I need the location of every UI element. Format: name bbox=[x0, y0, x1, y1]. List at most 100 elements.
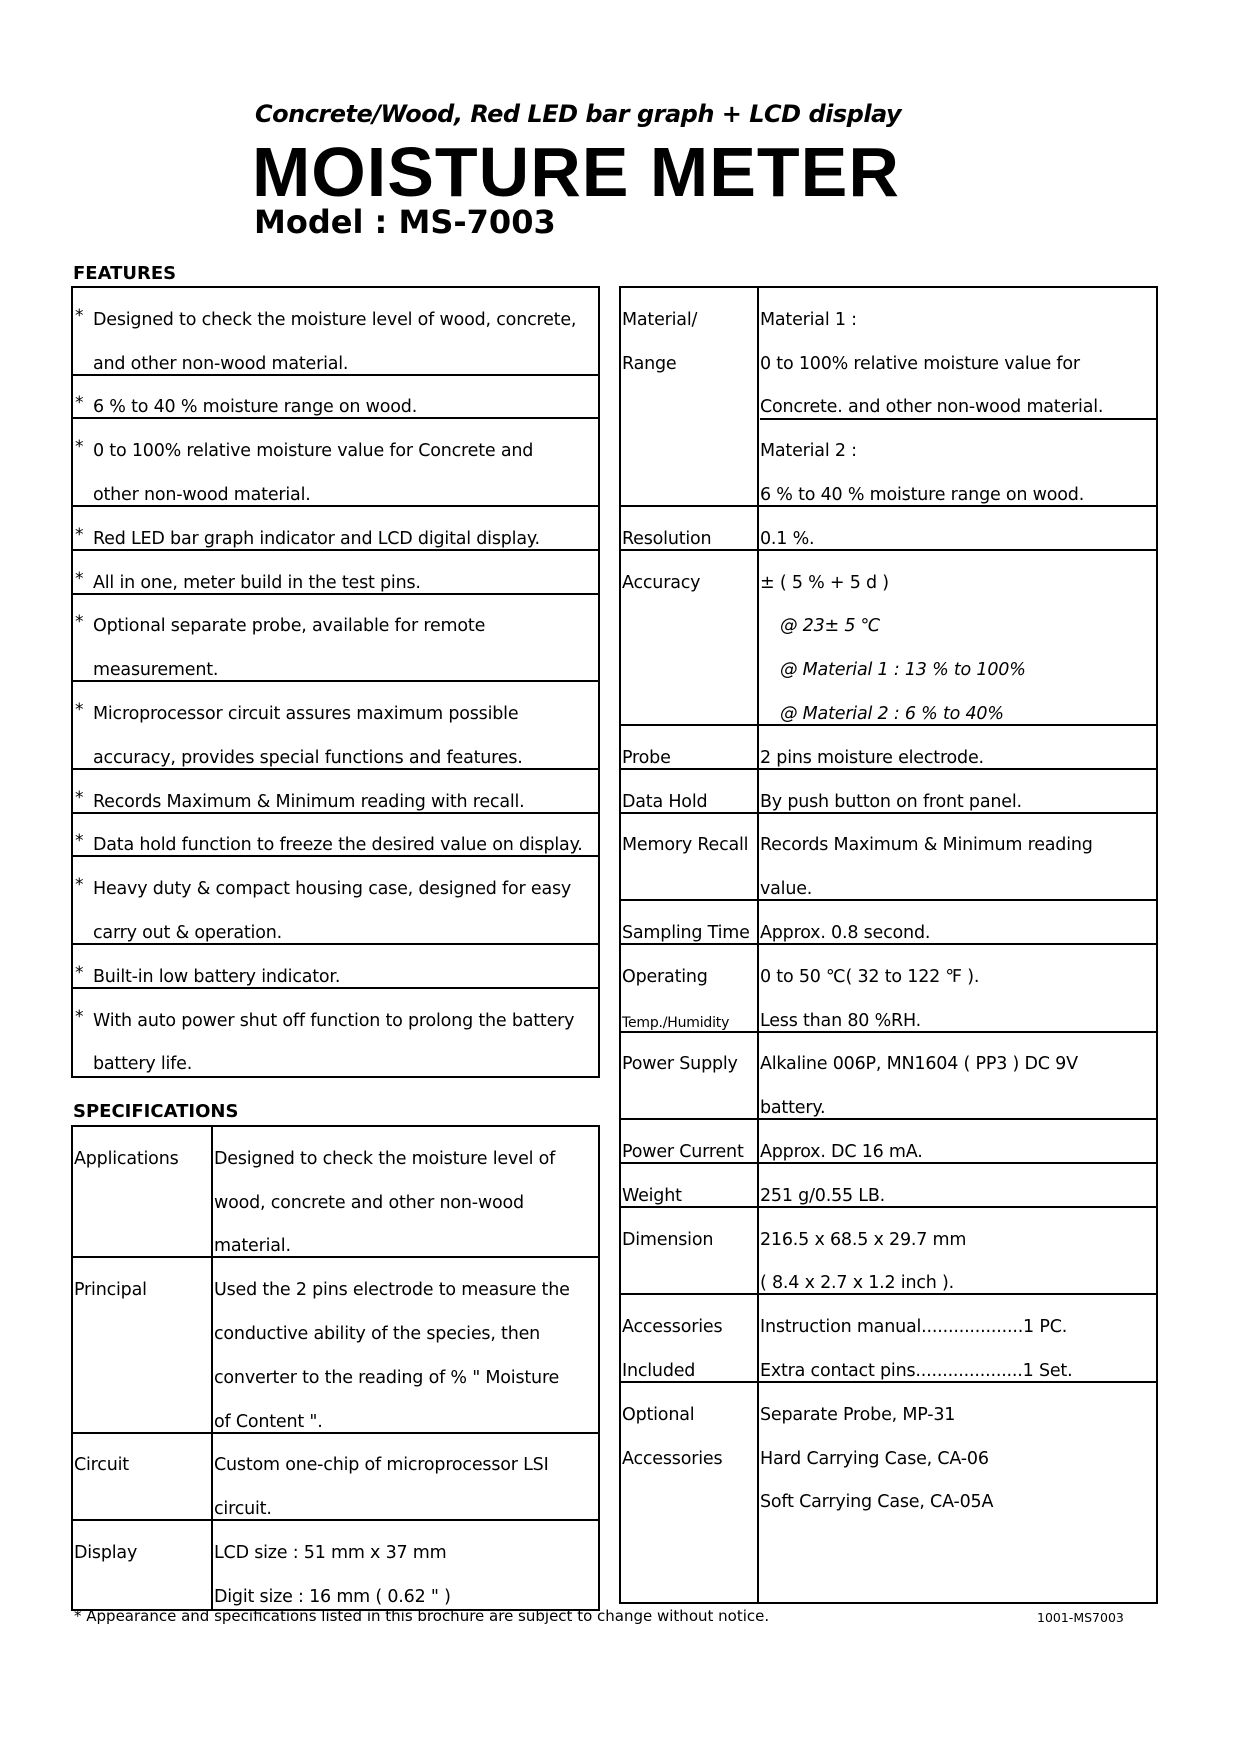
product-title: MOISTURE METER bbox=[252, 133, 900, 211]
spec-value: 216.5 x 68.5 x 29.7 mm ( 8.4 x 2.7 x 1.2 … bbox=[760, 1208, 1156, 1294]
spec-value: 251 g/0.55 LB. bbox=[760, 1164, 1156, 1206]
spec-row: Probe 2 pins moisture electrode. bbox=[621, 725, 1156, 770]
feature-item: * Optional separate probe, available for … bbox=[73, 595, 598, 683]
value-line: converter to the reading of % " Moisture bbox=[214, 1367, 560, 1388]
spec-label: Power Supply bbox=[621, 1032, 759, 1119]
bullet-star: * bbox=[75, 568, 84, 589]
value-line: value. bbox=[760, 879, 813, 900]
spec-row: Accessories Included Instruction manual...… bbox=[621, 1295, 1156, 1383]
label-line: Power Current bbox=[622, 1141, 744, 1162]
text-line: battery life. bbox=[93, 1054, 193, 1075]
feature-item: * Heavy duty & compact housing case, desi… bbox=[73, 857, 598, 945]
bullet-star: * bbox=[75, 831, 84, 852]
spec-row: Operating Temp./Humidity 0 to 50 ℃( 32 to … bbox=[621, 944, 1156, 1033]
spec-row: Memory Recall Records Maximum & Minimum r… bbox=[621, 813, 1156, 902]
label-line: Material/ bbox=[622, 309, 698, 330]
spec-row: Dimension 216.5 x 68.5 x 29.7 mm ( 8.4 x 2… bbox=[621, 1207, 1156, 1296]
spec-label: Circuit bbox=[73, 1433, 213, 1520]
label-line: Operating bbox=[622, 966, 708, 987]
spec-label: Optional Accessories bbox=[621, 1382, 759, 1602]
text-line: Red LED bar graph indicator and LCD digi… bbox=[93, 528, 540, 549]
feature-text: Built-in low battery indicator. bbox=[93, 945, 340, 987]
spec-row: Display LCD size : 51 mm x 37 mm Digit siz… bbox=[73, 1521, 598, 1609]
value-line: 251 g/0.55 LB. bbox=[760, 1185, 886, 1206]
bullet-star: * bbox=[75, 875, 84, 896]
bullet-star: * bbox=[75, 1006, 84, 1027]
label-line: Accessories bbox=[622, 1448, 723, 1469]
value-line: 2 pins moisture electrode. bbox=[760, 747, 984, 768]
spec-value: 2 pins moisture electrode. bbox=[760, 726, 1156, 768]
feature-text: 0 to 100% relative moisture value for Co… bbox=[93, 419, 533, 505]
text-line: Built-in low battery indicator. bbox=[93, 966, 341, 987]
bullet-star: * bbox=[75, 437, 84, 458]
text-line: and other non-wood material. bbox=[93, 353, 349, 374]
text-line: With auto power shut off function to pro… bbox=[93, 1010, 575, 1031]
feature-text: With auto power shut off function to pro… bbox=[93, 989, 575, 1077]
feature-text: 6 % to 40 % moisture range on wood. bbox=[93, 376, 417, 417]
bullet-star: * bbox=[75, 393, 84, 414]
bullet-star: * bbox=[75, 524, 84, 545]
feature-text: All in one, meter build in the test pins… bbox=[93, 551, 421, 593]
label-line: Weight bbox=[622, 1185, 682, 1206]
label-line: Included bbox=[622, 1360, 696, 1381]
specifications-table-right: Material/Range Material 1 :0 to 100% rela… bbox=[619, 286, 1158, 1604]
spec-value: Separate Probe, MP-31 Hard Carrying Case,… bbox=[760, 1383, 1156, 1602]
label-line: Display bbox=[74, 1542, 138, 1563]
spec-label: Sampling Time bbox=[621, 901, 759, 943]
label-line: Temp./Humidity bbox=[622, 1014, 730, 1031]
value-line: of Content ". bbox=[214, 1411, 323, 1432]
text-line: Records Maximum & Minimum reading with r… bbox=[93, 791, 525, 812]
value-line: 6 % to 40 % moisture range on wood. bbox=[760, 484, 1085, 505]
spec-label: Power Current bbox=[621, 1120, 759, 1162]
value-line: Approx. 0.8 second. bbox=[760, 922, 931, 943]
value-line: 0 to 100% relative moisture value for bbox=[760, 353, 1080, 374]
spec-row: Circuit Custom one-chip of microprocessor… bbox=[73, 1433, 598, 1522]
spec-label: Principal bbox=[73, 1258, 213, 1432]
value-line: @ 23± 5 ℃ bbox=[780, 616, 881, 637]
label-line: Data Hold bbox=[622, 791, 708, 812]
label-line: Dimension bbox=[622, 1229, 714, 1250]
value-line: material. bbox=[214, 1236, 291, 1257]
value-line: Extra contact pins....................1 … bbox=[760, 1360, 1073, 1381]
spec-value: LCD size : 51 mm x 37 mm Digit size : 16 … bbox=[214, 1521, 598, 1609]
bullet-star: * bbox=[75, 699, 84, 720]
value-line: ( 8.4 x 2.7 x 1.2 inch ). bbox=[760, 1273, 955, 1294]
value-line: Soft Carrying Case, CA-05A bbox=[760, 1492, 994, 1513]
label-line: Range bbox=[622, 353, 677, 374]
specifications-heading: SPECIFICATIONS bbox=[73, 1101, 239, 1122]
text-line: other non-wood material. bbox=[93, 484, 311, 505]
label-line: Principal bbox=[74, 1280, 147, 1301]
spec-row: Weight 251 g/0.55 LB. bbox=[621, 1163, 1156, 1208]
spec-row: Sampling Time Approx. 0.8 second. bbox=[621, 901, 1156, 945]
text-line: Heavy duty & compact housing case, desig… bbox=[93, 879, 572, 900]
value-line: Concrete. and other non-wood material. bbox=[760, 397, 1104, 418]
value-line: circuit. bbox=[214, 1499, 272, 1520]
value-line: Used the 2 pins electrode to measure the bbox=[214, 1280, 570, 1301]
text-line: 0 to 100% relative moisture value for Co… bbox=[93, 441, 534, 462]
text-line: Optional separate probe, available for r… bbox=[93, 616, 486, 637]
feature-item: * Built-in low battery indicator. bbox=[73, 945, 598, 989]
label-line: Applications bbox=[74, 1148, 179, 1169]
spec-label: Dimension bbox=[621, 1207, 759, 1294]
text-line: Data hold function to freeze the desired… bbox=[93, 835, 583, 856]
feature-text: Red LED bar graph indicator and LCD digi… bbox=[93, 507, 540, 549]
feature-text: Designed to check the moisture level of … bbox=[93, 288, 576, 374]
spec-row: Material/Range Material 1 :0 to 100% rela… bbox=[621, 288, 1156, 507]
spec-label: Operating Temp./Humidity bbox=[621, 944, 759, 1031]
value-line: Instruction manual...................1 P… bbox=[760, 1317, 1068, 1338]
product-subtitle: Concrete/Wood, Red LED bar graph + LCD d… bbox=[255, 100, 902, 128]
spec-value: 0.1 %. bbox=[760, 507, 1156, 549]
value-divider bbox=[760, 418, 1156, 421]
spec-label: Accuracy bbox=[621, 550, 759, 724]
value-line: Approx. DC 16 mA. bbox=[760, 1141, 923, 1162]
value-line: 216.5 x 68.5 x 29.7 mm bbox=[760, 1229, 967, 1250]
spec-value: Used the 2 pins electrode to measure the… bbox=[214, 1258, 598, 1431]
spec-row: Principal Used the 2 pins electrode to me… bbox=[73, 1258, 598, 1434]
feature-item: * Designed to check the moisture level of… bbox=[73, 288, 598, 376]
features-heading: FEATURES bbox=[73, 263, 177, 284]
spec-value: Alkaline 006P, MN1604 ( PP3 ) DC 9V batte… bbox=[760, 1033, 1156, 1118]
value-line: wood, concrete and other non-wood bbox=[214, 1192, 524, 1213]
value-line: Alkaline 006P, MN1604 ( PP3 ) DC 9V bbox=[760, 1054, 1078, 1075]
spec-label: Applications bbox=[73, 1127, 213, 1257]
value-line: Less than 80 %RH. bbox=[760, 1010, 921, 1031]
